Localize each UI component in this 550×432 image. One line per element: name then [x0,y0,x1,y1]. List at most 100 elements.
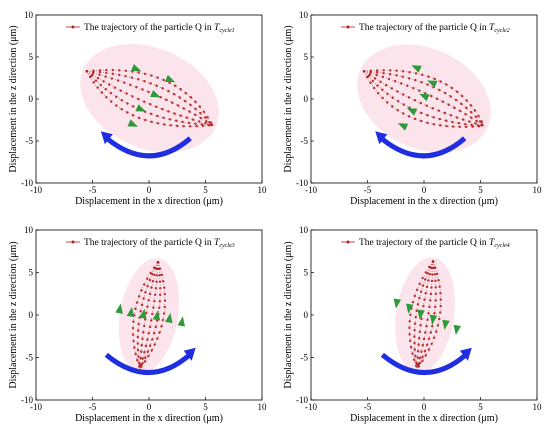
y-tick-label: 5 [304,268,309,278]
velocity-arrow [152,310,161,321]
rotation-arrow-head [100,131,113,145]
x-axis-label: Displacement in the x direction (μm) [75,413,223,424]
x-tick-label: 0 [422,402,427,412]
y-tick-label: -10 [21,178,33,188]
x-tick-label: 5 [478,185,483,195]
trajectory-points [131,261,160,370]
x-tick-label: 10 [533,185,543,195]
velocity-arrow [126,306,135,318]
x-tick-label: 10 [533,402,543,412]
y-axis-label: Displacement in the z direction (μm) [283,241,294,388]
velocity-arrow [177,316,185,327]
y-tick-label: 0 [29,94,34,104]
rotation-arrow [380,352,468,375]
chart-panel-2: -10 -5 0 5 10 -10 -5 0 5 10 Displacement in the x … [283,10,542,207]
x-tick-label: 0 [147,185,152,195]
trajectory-curve [86,70,213,126]
velocity-arrow [453,324,462,336]
y-tick-label: 5 [304,52,309,62]
trajectory-points [362,70,486,129]
trajectory-points [416,260,435,370]
x-tick-label: -5 [364,185,372,195]
x-tick-label: 10 [258,402,268,412]
rotation-arrow [104,352,192,375]
y-tick-label: 10 [24,10,34,20]
legend-marker [71,25,75,29]
y-tick-label: -5 [26,136,34,146]
trajectory-halo [118,258,180,373]
velocity-arrow [419,93,430,102]
x-tick-label: 5 [203,185,208,195]
velocity-arrow [427,80,438,88]
chart-panel-1: -10 -5 0 5 10 -10 -5 0 5 10 Displacement in the x … [8,10,267,207]
y-tick-label: 10 [299,225,309,235]
y-axis-label: Displacement in the z direction (μm) [8,241,19,388]
trajectory-points [408,260,435,370]
legend-marker [346,240,350,244]
x-axis-label: Displacement in the x direction (μm) [350,413,498,424]
velocity-arrow [397,123,409,131]
x-tick-label: -5 [364,402,372,412]
x-axis-label: Displacement in the x direction (μm) [350,196,498,207]
trajectory-curve [86,70,213,127]
rotation-arrow [105,136,192,159]
rotation-arrow [379,136,467,159]
trajectory-points [362,70,486,128]
legend-text: The trajectory of the particle Q in Tcyc… [84,237,235,249]
x-axis-label: Displacement in the x direction (μm) [75,196,223,207]
trajectory-points [416,260,442,370]
velocity-arrow [429,314,438,325]
trajectory-points [362,69,486,128]
trajectory-points [138,261,160,370]
x-tick-label: 5 [478,402,483,412]
velocity-arrow [442,319,450,330]
x-tick-label: 10 [258,185,268,195]
trajectory-halo [80,44,219,153]
legend-text: The trajectory of the particle Q in Tcyc… [84,22,235,34]
y-tick-label: -5 [26,353,34,363]
trajectory-points [416,260,435,370]
velocity-arrow [115,303,123,314]
x-tick-label: -10 [305,402,317,412]
y-tick-label: 10 [299,10,309,20]
x-tick-label: 0 [147,402,152,412]
legend-text: The trajectory of the particle Q in Tcyc… [359,237,510,249]
velocity-arrow [164,74,176,83]
velocity-arrow [411,65,422,73]
velocity-arrow [165,312,173,324]
velocity-arrow [150,90,161,98]
legend-text: The trajectory of the particle Q in Tcyc… [359,22,510,34]
y-tick-label: 0 [304,310,309,320]
x-tick-label: -5 [89,402,97,412]
y-tick-label: -5 [301,353,309,363]
trajectory-curve [86,70,213,126]
trajectory-points [416,260,438,370]
x-tick-label: 0 [422,185,427,195]
chart-panel-3: -10 -5 0 5 10 -10 -5 0 5 10 Displacement in the x … [8,225,267,424]
rotation-arrow-head [459,347,472,361]
x-tick-label: 5 [203,402,208,412]
trajectory-points [362,70,486,128]
y-tick-label: -10 [296,178,308,188]
trajectory-points [413,260,435,370]
x-tick-label: -10 [305,185,317,195]
y-tick-label: 10 [24,225,34,235]
trajectory-points [136,261,160,370]
y-tick-label: 5 [29,52,34,62]
y-tick-label: -10 [21,395,33,405]
trajectory-points [362,70,486,128]
velocity-arrow [406,303,414,314]
y-tick-label: 0 [304,94,309,104]
velocity-arrow [393,298,402,309]
velocity-arrow [130,63,142,72]
velocity-arrow [135,104,146,112]
rotation-arrow-head [183,347,196,361]
y-tick-label: -10 [296,395,308,405]
trajectory-points [138,261,167,370]
y-axis-label: Displacement in the z direction (μm) [283,25,294,172]
x-tick-label: -10 [30,185,42,195]
legend-marker [71,240,75,244]
legend-marker [346,25,350,29]
x-tick-label: -5 [89,185,97,195]
